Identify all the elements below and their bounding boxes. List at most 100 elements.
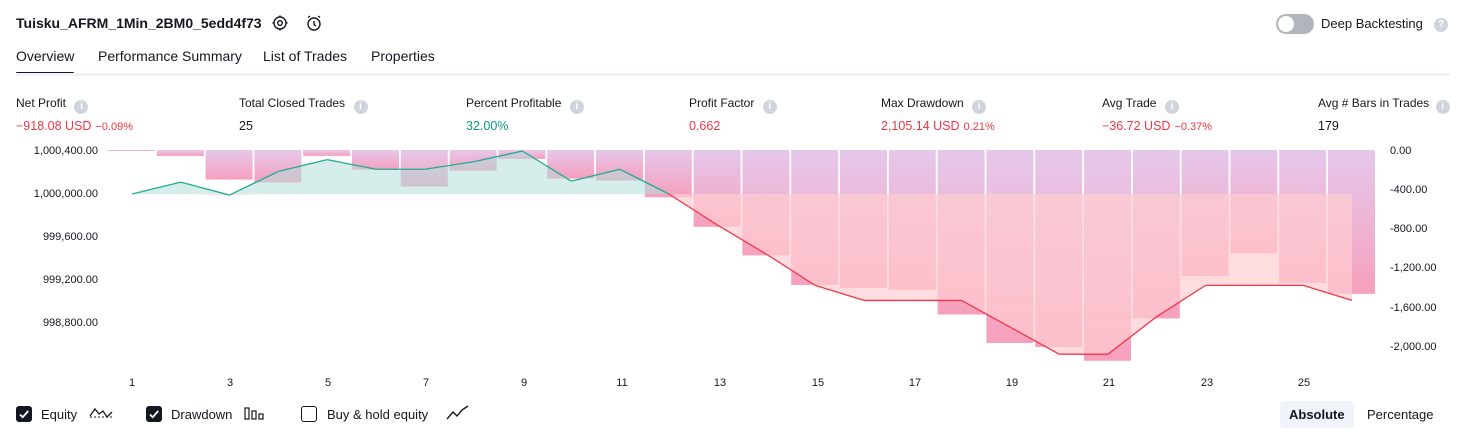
tab-performance-summary[interactable]: Performance Summary [98,48,242,64]
y-axis-right-tick: -1,600.00 [1390,302,1437,314]
equity-line-segment [1156,284,1206,318]
y-axis-left-tick: 1,000,400.00 [33,145,98,157]
drawdown-bars-icon [244,405,266,426]
y-axis-left-tick: 999,200.00 [42,274,98,286]
y-axis-left-tick: 999,600.00 [42,231,98,243]
y-axis-left-tick: 998,800.00 [42,317,98,329]
equity-line-segment [424,161,474,170]
buy-hold-line-icon [446,405,470,426]
metric-label: Total Closed Trades [239,96,346,110]
info-icon[interactable]: i [1435,100,1450,114]
question-icon[interactable]: ? [1434,18,1448,32]
metric-percent-profitable: Percent Profitable i 32.00% [466,94,584,133]
metric-label: Percent Profitable [466,96,562,110]
absolute-button[interactable]: Absolute [1280,401,1354,428]
buy-hold-equity-checkbox[interactable] [301,406,317,422]
metric-value: −918.08 USD −0.09% [16,119,133,133]
info-icon[interactable]: i [74,100,89,114]
equity-profit-area [132,151,1352,194]
equity-line-segment [180,181,230,196]
metric-net-profit: Net Profit i −918.08 USD −0.09% [16,94,133,133]
y-axis-right-tick: 0.00 [1390,145,1412,157]
info-icon[interactable]: i [972,100,987,114]
drawdown-bar[interactable] [156,150,204,156]
x-axis-tick: 13 [713,377,727,389]
drawdown-label[interactable]: Drawdown [171,407,233,422]
metric-amount: 2,105.14 USD [881,119,960,133]
equity-line-segment [961,299,1011,328]
info-icon[interactable]: i [353,100,368,114]
equity-line-segment [766,253,816,286]
x-axis-tick: 23 [1200,377,1214,389]
tab-divider [16,73,1450,76]
metric-value: 25 [239,119,253,133]
metric-value: 32.00% [466,119,509,133]
metric-percent: −0.37% [1174,121,1213,133]
metric-max-drawdown: Max Drawdown i 2,105.14 USD 0.21% [881,94,995,133]
percentage-button[interactable]: Percentage [1367,407,1434,422]
equity-line-segment [229,170,279,196]
x-axis-tick: 3 [226,377,234,389]
y-axis-right-tick: -2,000.00 [1390,341,1437,353]
x-axis-tick: 7 [422,377,430,389]
metric-percent: −0.09% [95,121,134,133]
alarm-clock-add-icon[interactable] [305,14,323,32]
x-axis-tick: 11 [616,377,628,389]
metric-value: −36.72 USD −0.37% [1102,119,1212,133]
metric-percent: 0.21% [963,121,995,133]
x-axis-tick: 17 [908,377,922,389]
equity-line-segment [327,158,377,170]
metric-value: 2,105.14 USD 0.21% [881,119,995,133]
equity-line-segment [815,284,865,302]
equity-checkbox[interactable] [16,406,32,422]
metric-label: Avg Trade [1102,96,1157,110]
metric-label: Net Profit [16,96,67,110]
metric-value: 0.662 [689,119,721,133]
metric-amount: −36.72 USD [1102,119,1171,133]
metric-label: Max Drawdown [881,96,964,110]
equity-drawdown-chart[interactable] [0,140,1466,395]
metric-amount: −918.08 USD [16,119,92,133]
info-icon[interactable]: i [569,100,584,114]
equity-line-segment [619,168,670,195]
y-axis-right-tick: -1,200.00 [1390,262,1437,274]
info-icon[interactable]: i [762,100,777,114]
equity-line-segment [1010,326,1060,355]
drawdown-bar[interactable] [205,150,253,180]
equity-label[interactable]: Equity [41,407,78,422]
drawdown-bar[interactable] [352,150,399,170]
metric-profit-factor: Profit Factor i 0.662 [689,94,777,133]
y-axis-right-tick: -400.00 [1390,184,1428,196]
info-icon[interactable]: i [1164,100,1179,114]
equity-line-segment [668,193,718,226]
tab-list-of-trades[interactable]: List of Trades [263,48,348,64]
equity-line-segment [571,168,621,182]
x-axis-tick: 9 [520,377,528,389]
y-axis-right-tick: -800.00 [1390,223,1428,235]
x-axis-tick: 21 [1102,377,1116,389]
tab-properties[interactable]: Properties [371,48,435,64]
x-axis-tick: 5 [324,377,332,389]
drawdown-checkbox[interactable] [146,406,162,422]
metric-avg-trade: Avg Trade i −36.72 USD −0.37% [1102,94,1212,133]
equity-line-segment [278,158,328,173]
drawdown-bar[interactable] [303,150,351,156]
deep-backtesting-toggle[interactable] [1276,14,1314,34]
y-axis-left-tick: 1,000,000.00 [33,188,98,200]
equity-loss-area [132,194,1352,355]
strategy-name: Tuisku_AFRM_1Min_2BM0_5edd4f73 [16,15,262,31]
equity-line-segment [131,181,181,195]
equity-line-segment [1107,316,1158,355]
equity-line-segment [717,224,767,255]
tab-overview[interactable]: Overview [16,48,75,75]
metric-avg-bars-in-trades: Avg # Bars in Trades i 179 [1318,94,1450,133]
x-axis-tick: 19 [1005,377,1019,389]
equity-line-segment [1303,284,1353,302]
equity-line-icon [89,405,113,426]
buy-hold-equity-label[interactable]: Buy & hold equity [327,407,429,422]
metric-value: 179 [1318,119,1339,133]
gear-icon[interactable] [271,14,289,32]
drawdown-bar[interactable] [108,150,155,151]
x-axis-tick: 15 [811,377,825,389]
metric-label: Avg # Bars in Trades [1318,96,1430,110]
